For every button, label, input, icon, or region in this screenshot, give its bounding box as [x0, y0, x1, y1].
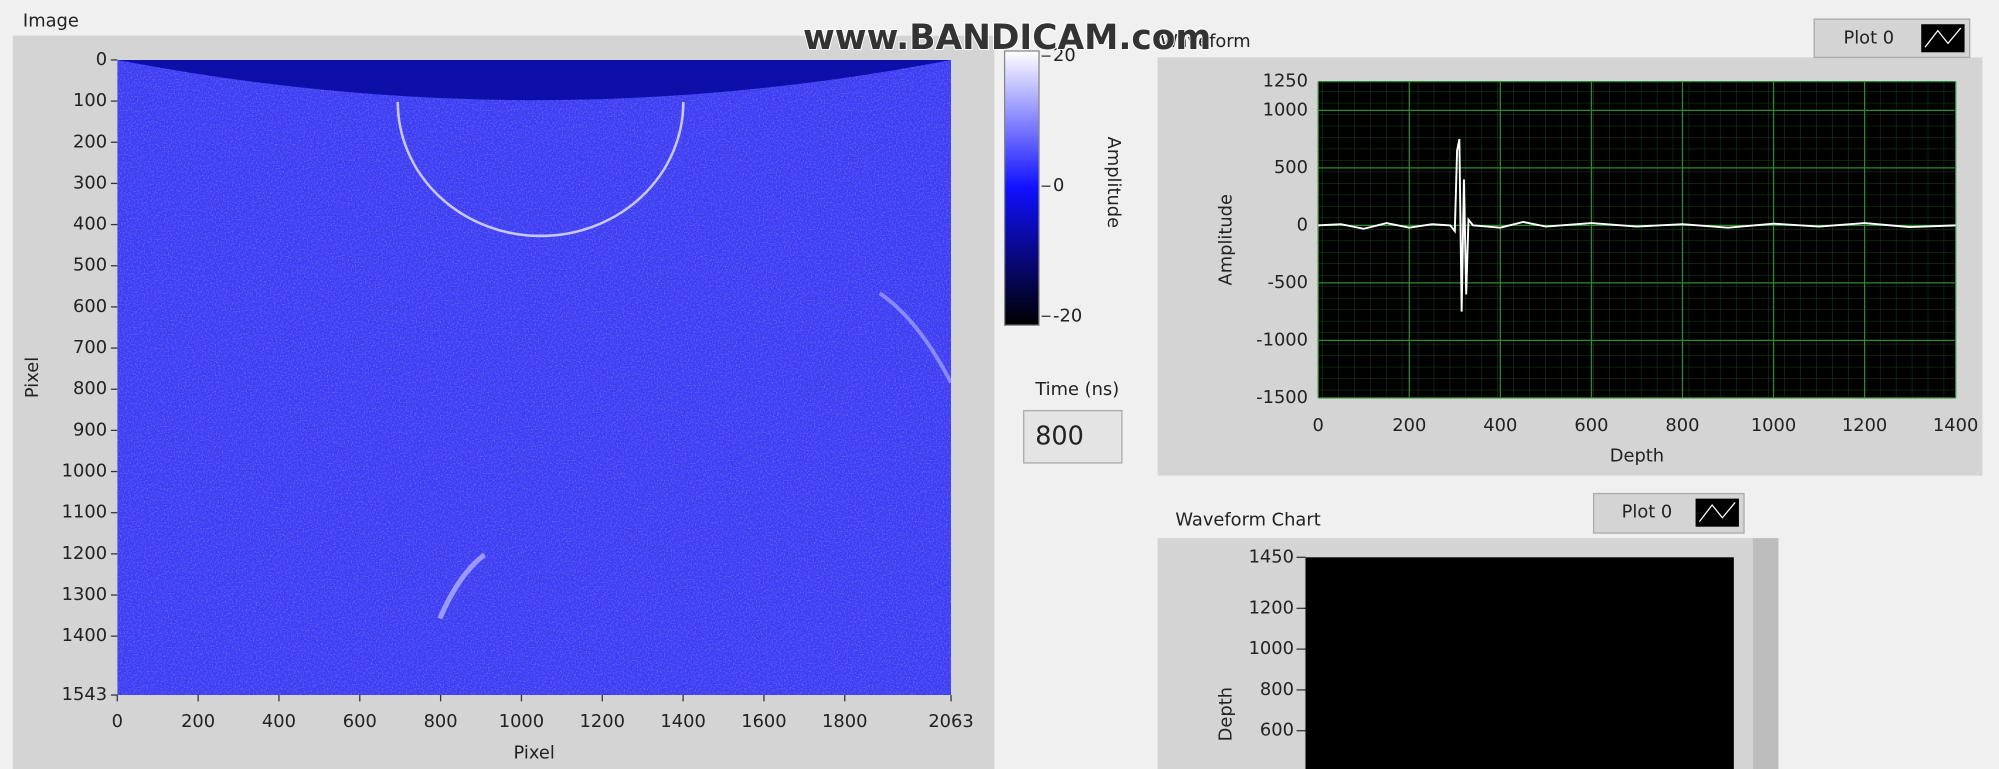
y-tick-label: -500: [1268, 272, 1308, 293]
y-axis-label: Pixel: [22, 357, 43, 398]
x-tick-label: 1800: [822, 711, 867, 732]
chart-scrollbar: [1753, 538, 1778, 769]
x-tick-label: 600: [343, 711, 377, 732]
x-tick-label: 1400: [660, 711, 705, 732]
x-tick-label: 400: [262, 711, 296, 732]
x-tick-label: 1000: [499, 711, 544, 732]
y-tick-label: 1000: [62, 461, 107, 482]
image-noise: [117, 60, 951, 695]
y-tick-label: 300: [73, 172, 107, 193]
chart-legend-text[interactable]: Plot 0: [1622, 502, 1673, 523]
y-tick-label: 1000: [1263, 99, 1308, 120]
graph-legend-text[interactable]: Plot 0: [1843, 27, 1894, 48]
x-axis-label: Pixel: [514, 743, 555, 764]
x-tick-label: 1400: [1933, 415, 1978, 436]
y-tick-label: 700: [73, 337, 107, 358]
x-tick-label: 2063: [928, 711, 973, 732]
image-plot: [117, 60, 951, 695]
y-tick-label: 800: [1260, 679, 1294, 700]
x-tick-label: 1200: [580, 711, 625, 732]
y-tick-label: 1200: [62, 543, 107, 564]
x-tick-label: 800: [424, 711, 458, 732]
graph-minor-grid: [1318, 82, 1955, 398]
time-value[interactable]: 800: [1035, 421, 1084, 451]
colorbar-tick-label: 0: [1053, 175, 1064, 196]
x-tick-label: 800: [1665, 415, 1699, 436]
x-tick-label: 1200: [1842, 415, 1887, 436]
x-tick-label: 600: [1574, 415, 1608, 436]
y-tick-label: 0: [96, 49, 107, 70]
graph-y-label: Amplitude: [1215, 194, 1236, 285]
y-tick-label: 500: [1274, 157, 1308, 178]
y-tick-label: 200: [73, 131, 107, 152]
y-tick-label: 100: [73, 90, 107, 111]
y-tick-label: 600: [73, 296, 107, 317]
x-tick-label: 0: [112, 711, 123, 732]
y-tick-label: 1100: [62, 502, 107, 523]
y-tick-label: 600: [1260, 720, 1294, 741]
x-tick-label: 1600: [741, 711, 786, 732]
x-tick-label: 200: [1392, 415, 1426, 436]
watermark: www.BANDICAM.com: [803, 18, 1211, 58]
chart-y-label: Depth: [1215, 687, 1236, 741]
y-tick-label: 1250: [1263, 71, 1308, 92]
chart-plot: [1305, 557, 1733, 769]
y-tick-label: 1000: [1249, 638, 1294, 659]
y-tick-label: 500: [73, 255, 107, 276]
x-tick-label: 400: [1483, 415, 1517, 436]
y-tick-label: 1543: [62, 684, 107, 705]
x-tick-label: 0: [1313, 415, 1324, 436]
y-tick-label: 0: [1297, 214, 1308, 235]
colorbar-tick-label: -20: [1053, 305, 1082, 326]
y-tick-label: -1000: [1256, 329, 1308, 350]
legend-icon[interactable]: [1921, 24, 1964, 52]
y-tick-label: 900: [73, 419, 107, 440]
front-panel: Image Amplitude Time (ns) 800 Waveform P…: [0, 0, 1999, 769]
y-tick-label: -1500: [1256, 387, 1308, 408]
y-tick-label: 1450: [1249, 546, 1294, 567]
page: Image Amplitude Time (ns) 800 Waveform P…: [0, 0, 1999, 769]
y-tick-label: 1200: [1249, 597, 1294, 618]
x-tick-label: 200: [181, 711, 215, 732]
y-tick-label: 400: [73, 214, 107, 235]
graph-x-label: Depth: [1610, 446, 1664, 467]
chart-label: Waveform Chart: [1175, 509, 1320, 530]
colorbar-label: Amplitude: [1103, 137, 1124, 228]
y-tick-label: 800: [73, 378, 107, 399]
legend-icon[interactable]: [1696, 499, 1739, 527]
colorbar: [1005, 51, 1039, 325]
y-tick-label: 1400: [62, 625, 107, 646]
time-label: Time (ns): [1034, 379, 1119, 400]
image-label: Image: [23, 11, 79, 32]
y-tick-label: 1300: [62, 584, 107, 605]
x-tick-label: 1000: [1751, 415, 1796, 436]
